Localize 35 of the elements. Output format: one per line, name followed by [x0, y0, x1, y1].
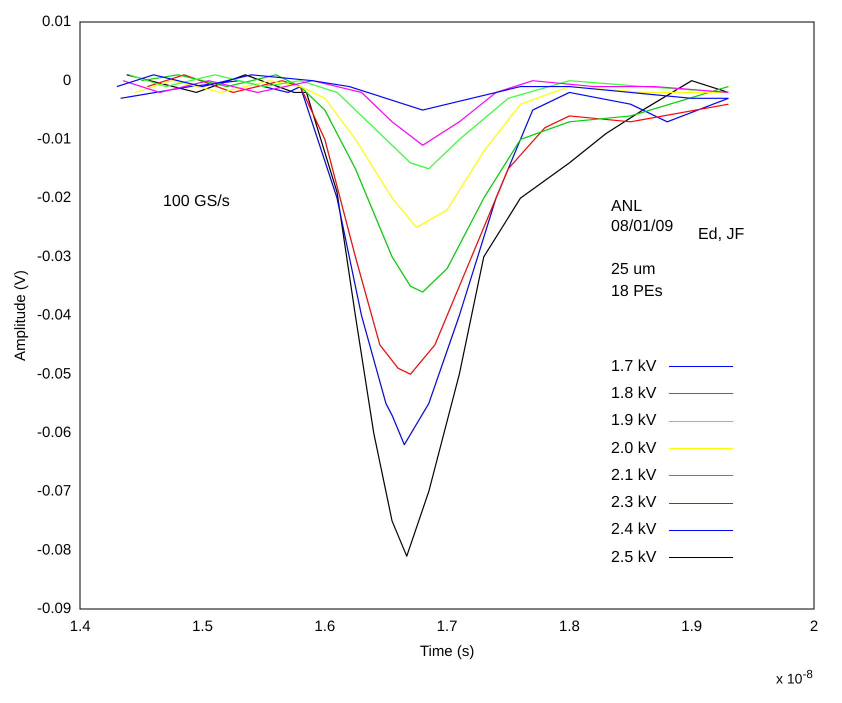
legend-label: 1.9 kV: [611, 412, 658, 430]
legend-label: 2.1 kV: [611, 466, 658, 485]
y-tick-label: -0.05: [36, 365, 72, 382]
annotation: 25 um: [611, 261, 656, 279]
y-tick-label: -0.01: [36, 130, 72, 148]
y-tick-label: -0.07: [36, 482, 72, 500]
legend-label: 2.4 kV: [611, 521, 658, 540]
y-tick-label: 0: [62, 72, 72, 89]
text: x 10$^{-8}$: [776, 668, 813, 687]
x-tick-label: 1.4: [70, 618, 91, 636]
annotation: ANL: [611, 198, 642, 216]
legend-label: 2.5 kV: [611, 548, 658, 567]
x-tick-label: 1.8: [558, 618, 580, 636]
y-tick-label: -0.03: [36, 248, 72, 265]
y-axis-title: Amplitude (V): [12, 270, 30, 361]
y-tick-label: -0.09: [36, 600, 72, 618]
annotation: Ed, JF: [698, 226, 744, 244]
y-tick-label: -0.08: [36, 541, 72, 558]
legend-label: 2.3 kV: [611, 494, 658, 512]
y-tick-label: -0.06: [36, 424, 72, 442]
x-tick-label: 1.5: [192, 618, 213, 636]
x-tick-label: 1.7: [436, 618, 458, 636]
y-tick-label: -0.04: [36, 306, 72, 324]
legend-label: 1.7 kV: [611, 358, 658, 376]
x-tick-label: 1.6: [314, 618, 336, 636]
x-tick-label: 2: [810, 618, 818, 636]
x-tick-label: 1.9: [681, 618, 702, 636]
annotation: 08/01/09: [611, 218, 674, 236]
y-tick-label: -0.02: [36, 189, 72, 206]
annotation: 18 PEs: [611, 283, 663, 301]
x-axis-title: Time (s): [420, 643, 474, 660]
y-tick-label: 0.01: [42, 13, 72, 30]
legend-label: 2.0 kV: [611, 440, 658, 458]
annotation: 100 GS/s: [163, 193, 230, 211]
legend-label: 1.8 kV: [611, 384, 658, 403]
